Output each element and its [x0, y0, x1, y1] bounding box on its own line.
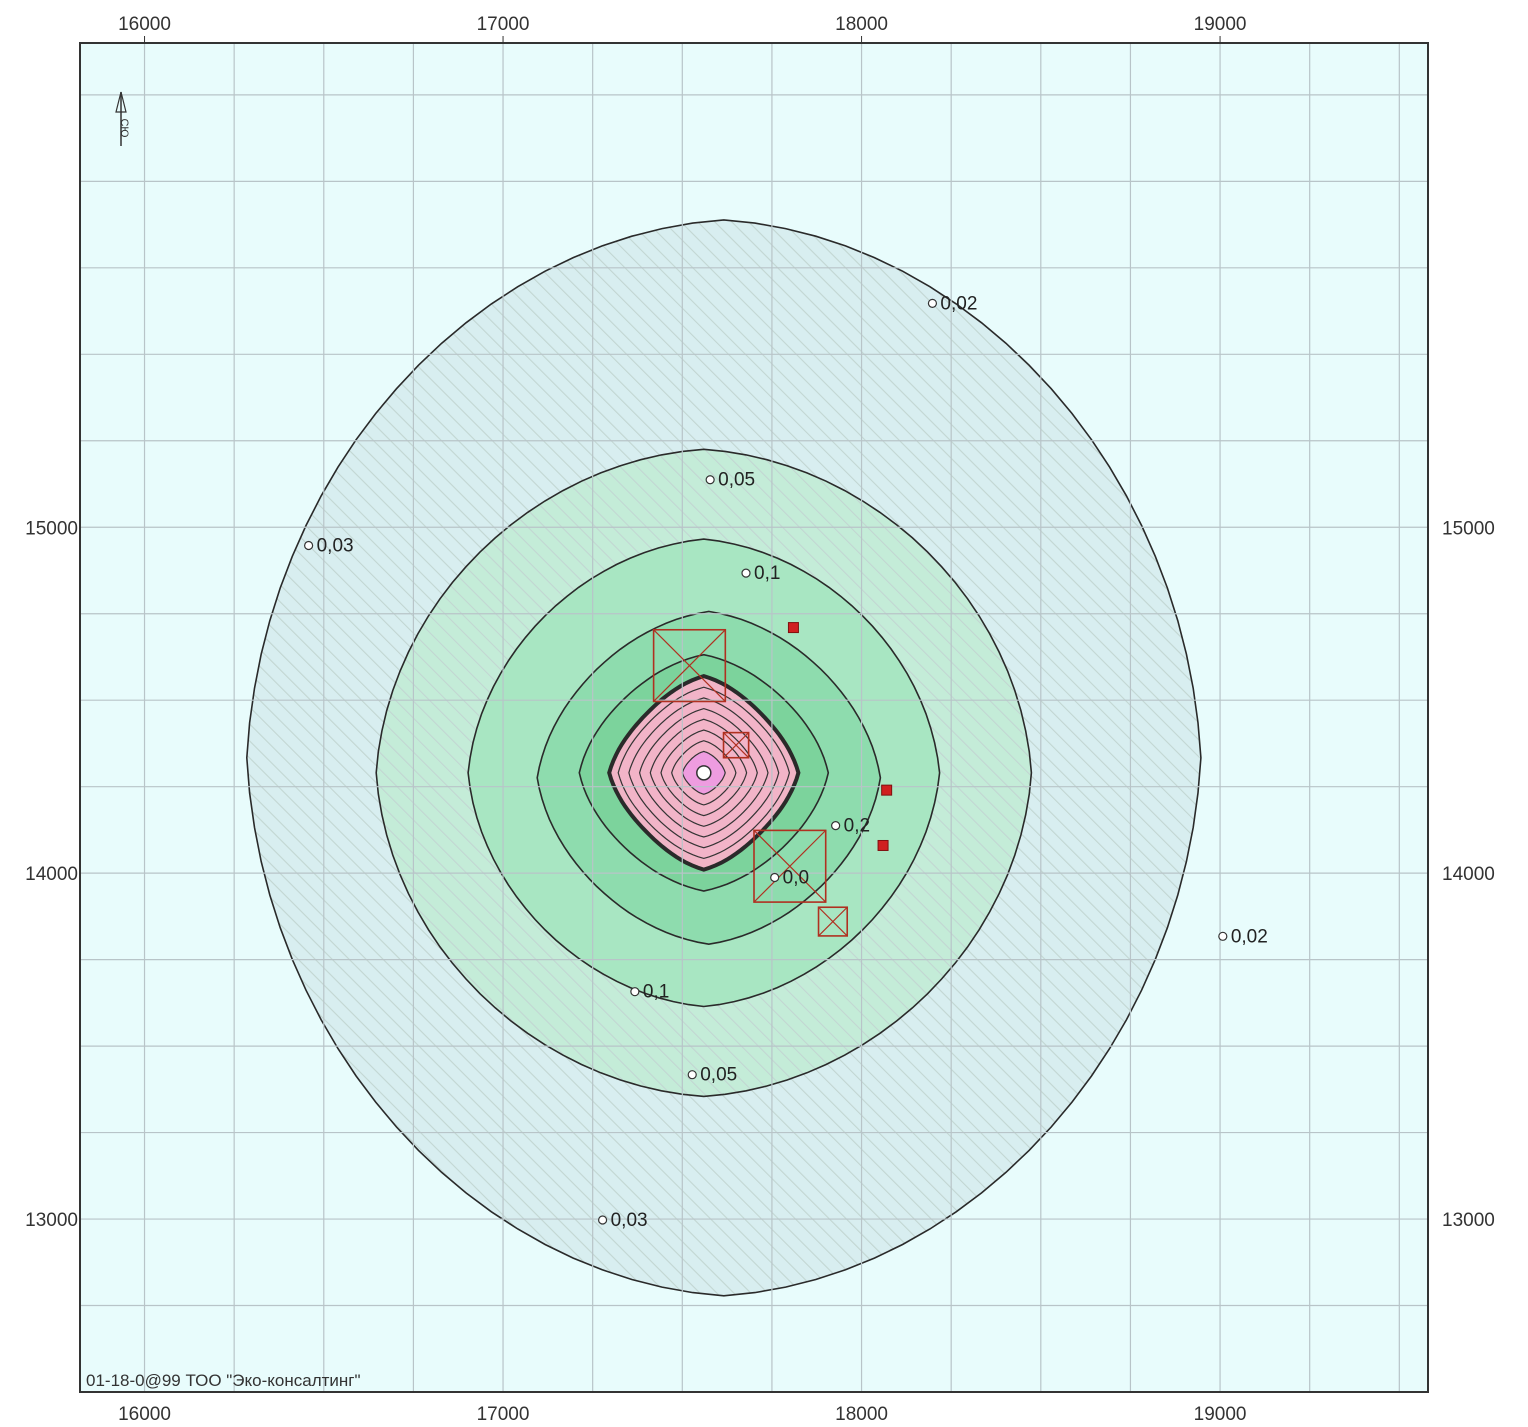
emission-sources	[652, 622, 893, 937]
map-frame	[79, 42, 1429, 1393]
left-tick-label-15000: 15000	[25, 518, 78, 539]
bottom-tick-label-17000: 17000	[477, 1404, 530, 1425]
area-source-marker	[652, 628, 727, 703]
contour-label-dot	[304, 540, 314, 551]
contour-label-6: 0,1	[643, 982, 669, 1003]
north-arrow-icon: СЮ	[115, 91, 130, 146]
contour-label-dot	[831, 821, 841, 831]
north-arrow-letters: СЮ	[118, 118, 130, 137]
contour-line-0.5	[578, 653, 830, 892]
contour-line-0.05	[375, 448, 1033, 1098]
area-source-marker	[722, 731, 750, 759]
contour-label-2: 0,05	[718, 470, 755, 491]
contour-label-1: 0,03	[317, 535, 354, 556]
left-tick-label-14000: 14000	[25, 864, 78, 885]
area-source-marker	[817, 906, 849, 937]
contour-label-dot	[927, 298, 938, 308]
area-source-marker	[753, 829, 827, 903]
contour-label-5: 0,0	[783, 868, 809, 889]
contour-label-dot	[1218, 931, 1228, 941]
contour-label-7: 0,05	[700, 1065, 737, 1086]
area-source-diagonal	[723, 732, 750, 759]
bottom-tick-label-19000: 19000	[1194, 1404, 1247, 1425]
point-source-marker	[881, 784, 893, 796]
bottom-tick-label-18000: 18000	[835, 1404, 888, 1425]
point-source-marker	[877, 839, 889, 851]
axis-labels: 16000 17000 18000 19000 16000 17000 1800…	[25, 14, 1495, 1425]
contour-label-3: 0,1	[754, 563, 780, 584]
contour-label-dot	[687, 1070, 697, 1080]
area-source-diagonal	[753, 829, 827, 903]
contour-label-0: 0,02	[940, 293, 977, 314]
contour-line-0.1	[467, 538, 941, 1008]
contour-line-1	[607, 673, 801, 872]
point-source-marker	[787, 622, 799, 634]
top-tick-label-16000: 16000	[118, 14, 171, 35]
top-tick-label-18000: 18000	[835, 14, 888, 35]
top-tick-label-19000: 19000	[1194, 14, 1247, 35]
contour-label-9: 0,02	[1231, 926, 1268, 947]
left-tick-label-13000: 13000	[25, 1210, 78, 1231]
copyright-footer: 01-18-0@99 ТОО "Эко-консалтинг"	[86, 1371, 361, 1390]
coordinate-grid	[80, 43, 1428, 1392]
contour-line-0.02	[245, 219, 1202, 1297]
contour-label-dot	[770, 872, 780, 883]
source-center-marker	[696, 765, 712, 781]
right-tick-label-14000: 14000	[1442, 864, 1495, 885]
contour-line-0.2	[536, 610, 882, 946]
contour-labels: 0,02 0,03 0,05 0,1 0,2 0,0 0,1 0,05 0,03 0,02	[304, 293, 1268, 1231]
bottom-tick-label-16000: 16000	[118, 1404, 171, 1425]
right-tick-label-15000: 15000	[1442, 518, 1495, 539]
contour-label-dot	[597, 1215, 608, 1225]
contour-label-4: 0,2	[844, 816, 870, 837]
area-source-diagonal	[818, 906, 848, 937]
top-tick-label-17000: 17000	[477, 14, 530, 35]
area-source-diagonal	[653, 629, 726, 702]
contour-label-dot	[630, 987, 640, 997]
contour-label-8: 0,03	[611, 1210, 648, 1231]
contour-label-dot	[741, 568, 751, 578]
contour-label-dot	[705, 475, 715, 485]
right-tick-label-13000: 13000	[1442, 1210, 1495, 1231]
